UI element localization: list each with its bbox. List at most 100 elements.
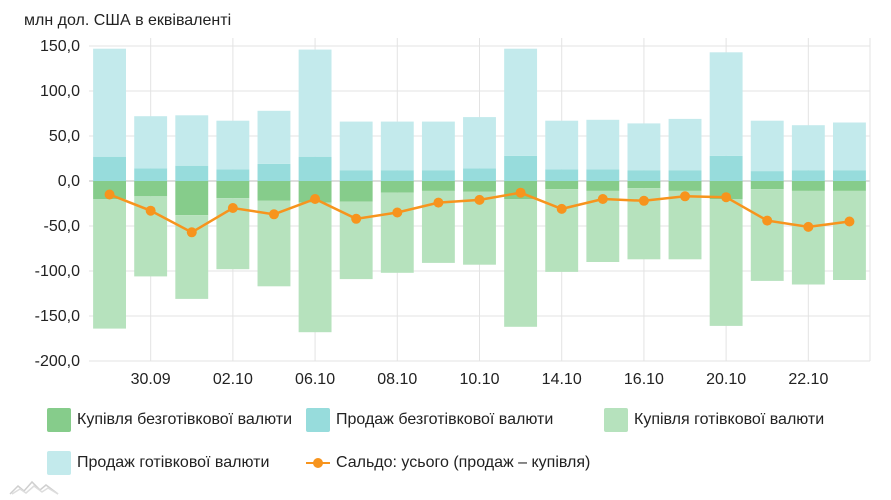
bar-cashless-buy[interactable]	[627, 181, 661, 189]
balance-point[interactable]	[145, 205, 156, 216]
bar-cash-sell[interactable]	[216, 120, 250, 170]
bar-cash-sell[interactable]	[504, 48, 538, 156]
y-unit-label: млн дол. США в еквіваленті	[24, 12, 232, 29]
bar-cash-sell[interactable]	[93, 48, 126, 157]
bar-cashless-buy[interactable]	[421, 181, 455, 191]
bar-cashless-sell[interactable]	[175, 165, 209, 181]
bar-cashless-buy[interactable]	[668, 181, 702, 191]
bar-cashless-sell[interactable]	[709, 155, 743, 181]
balance-point[interactable]	[433, 197, 444, 208]
bar-cashless-buy[interactable]	[298, 181, 332, 203]
y-tick-label: -150,0	[35, 308, 80, 325]
legend-item-balance[interactable]: Сальдо: усього (продаж – купівля)	[306, 451, 590, 475]
bar-cashless-sell[interactable]	[134, 168, 168, 181]
legend-item-cashless-buy[interactable]: Купівля безготівкової валюти	[47, 408, 292, 432]
balance-point[interactable]	[186, 227, 197, 238]
bar-cash-sell[interactable]	[380, 121, 414, 171]
balance-point[interactable]	[762, 215, 773, 226]
legend-swatch-cashless-sell	[306, 408, 330, 432]
balance-point[interactable]	[474, 194, 485, 205]
bar-cash-buy[interactable]	[791, 190, 825, 285]
legend-item-cashless-sell[interactable]: Продаж безготівкової валюти	[306, 408, 553, 432]
bar-cash-sell[interactable]	[463, 117, 496, 169]
bar-cash-sell[interactable]	[668, 118, 702, 171]
bar-cashless-buy[interactable]	[134, 181, 168, 197]
bar-cashless-buy[interactable]	[833, 181, 866, 191]
legend-item-cash-buy[interactable]: Купівля готівкової валюти	[604, 408, 824, 432]
balance-point[interactable]	[310, 194, 321, 204]
legend-item-cash-sell[interactable]: Продаж готівкової валюти	[47, 451, 269, 475]
bar-cash-sell[interactable]	[791, 125, 825, 171]
bar-cashless-sell[interactable]	[339, 170, 373, 181]
balance-point[interactable]	[680, 191, 691, 202]
balance-point[interactable]	[721, 192, 732, 203]
legend-swatch-cash-buy	[604, 408, 628, 432]
bar-cash-sell[interactable]	[298, 49, 332, 157]
bar-cashless-sell[interactable]	[668, 170, 702, 181]
balance-point[interactable]	[392, 207, 403, 218]
bar-cashless-buy[interactable]	[216, 181, 250, 199]
x-tick-label: 06.10	[295, 371, 335, 388]
bar-cash-sell[interactable]	[586, 119, 620, 170]
bar-cash-buy[interactable]	[504, 199, 538, 327]
bar-cashless-buy[interactable]	[175, 181, 209, 216]
bar-cashless-buy[interactable]	[750, 181, 784, 190]
bar-cashless-buy[interactable]	[545, 181, 579, 190]
balance-point[interactable]	[104, 189, 115, 200]
bar-cash-sell[interactable]	[421, 121, 455, 171]
bar-cash-sell[interactable]	[134, 116, 168, 169]
bar-cashless-sell[interactable]	[627, 170, 661, 181]
x-axis: 30.09 02.10 06.10 08.10 10.10 14.10 16.10 20.10…	[131, 371, 829, 388]
bar-cash-sell[interactable]	[339, 121, 373, 171]
balance-point[interactable]	[638, 195, 649, 206]
bar-cashless-sell[interactable]	[421, 170, 455, 181]
bar-cashless-buy[interactable]	[339, 181, 373, 202]
bar-cash-sell[interactable]	[175, 115, 209, 166]
balance-point[interactable]	[803, 221, 814, 232]
bar-cashless-sell[interactable]	[216, 169, 250, 181]
bar-cashless-sell[interactable]	[586, 169, 620, 181]
legend: Купівля безготівкової валюти Продаж безг…	[0, 400, 891, 490]
balance-point[interactable]	[268, 209, 279, 220]
legend-label-cash-buy: Купівля готівкової валюти	[634, 411, 825, 428]
bar-cashless-sell[interactable]	[750, 171, 784, 181]
bar-cash-sell[interactable]	[709, 52, 743, 156]
x-tick-label: 02.10	[213, 371, 253, 388]
bar-cash-sell[interactable]	[545, 120, 579, 170]
balance-point[interactable]	[556, 203, 567, 214]
bar-cash-sell[interactable]	[833, 122, 866, 171]
bar-cash-sell[interactable]	[627, 123, 661, 171]
bar-cash-buy[interactable]	[709, 199, 743, 326]
bar-cash-buy[interactable]	[668, 190, 702, 260]
y-tick-label: 150,0	[40, 38, 80, 55]
balance-point[interactable]	[597, 194, 608, 204]
balance-point[interactable]	[515, 187, 526, 198]
bar-cashless-buy[interactable]	[257, 181, 291, 201]
bar-cash-buy[interactable]	[833, 190, 866, 280]
balance-point[interactable]	[844, 216, 855, 227]
bar-cashless-buy[interactable]	[791, 181, 825, 191]
bar-cash-buy[interactable]	[298, 202, 332, 333]
bar-cash-buy[interactable]	[93, 199, 126, 329]
bar-cashless-sell[interactable]	[833, 170, 866, 181]
bar-cashless-sell[interactable]	[791, 170, 825, 181]
bar-cashless-sell[interactable]	[257, 163, 291, 181]
bar-cash-buy[interactable]	[380, 192, 414, 273]
bar-cash-sell[interactable]	[750, 120, 784, 172]
bar-cash-buy[interactable]	[750, 189, 784, 281]
bar-cashless-buy[interactable]	[463, 181, 496, 192]
bar-cashless-sell[interactable]	[504, 155, 538, 181]
bar-cash-buy[interactable]	[545, 189, 579, 272]
bar-cashless-sell[interactable]	[298, 156, 332, 181]
bar-cashless-buy[interactable]	[380, 181, 414, 193]
y-tick-label: -100,0	[35, 263, 80, 280]
bar-cash-sell[interactable]	[257, 110, 291, 164]
balance-point[interactable]	[351, 213, 362, 224]
bar-cashless-sell[interactable]	[380, 170, 414, 181]
bar-cashless-sell[interactable]	[93, 156, 126, 181]
balance-point[interactable]	[227, 203, 238, 213]
bar-cashless-buy[interactable]	[586, 181, 620, 191]
bar-cashless-sell[interactable]	[545, 169, 579, 181]
bar-cashless-sell[interactable]	[463, 168, 496, 181]
bar-cashless-buy[interactable]	[709, 181, 743, 199]
